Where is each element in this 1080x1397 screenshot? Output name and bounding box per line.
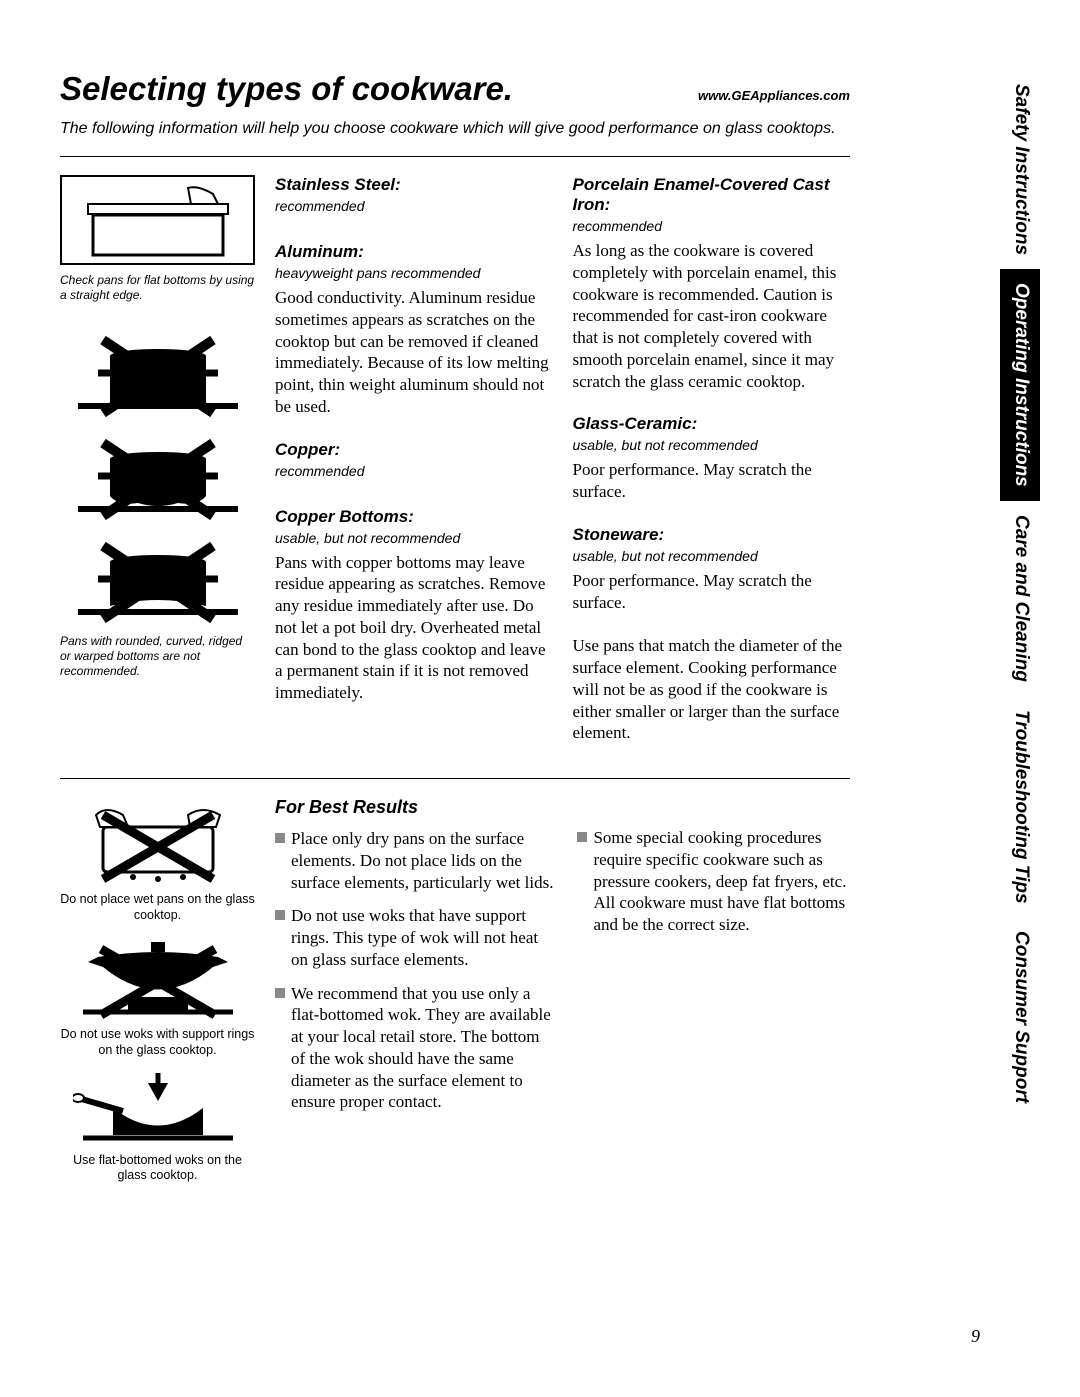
note-copper-bottoms: usable, but not recommended (275, 530, 553, 546)
body-porcelain: As long as the cookware is covered compl… (573, 240, 851, 392)
heading-copper-bottoms: Copper Bottoms: (275, 507, 553, 527)
divider (60, 156, 850, 157)
figure-caption-2: Pans with rounded, curved, ridged or war… (60, 634, 255, 679)
bullet-icon (275, 910, 285, 920)
figure-bad-pan-2 (60, 428, 255, 523)
wok-ring-icon (73, 937, 243, 1022)
tab-operating[interactable]: Operating Instructions (1000, 269, 1040, 501)
caption-flat-wok: Use flat-bottomed woks on the glass cook… (60, 1153, 255, 1184)
note-aluminum: heavyweight pans recommended (275, 265, 553, 281)
note-stoneware: usable, but not recommended (573, 548, 851, 564)
body-glass-ceramic: Poor performance. May scratch the surfac… (573, 459, 851, 503)
heading-porcelain: Porcelain Enamel-Covered Cast Iron: (573, 175, 851, 215)
pot-x-icon (68, 431, 248, 521)
pot-x-icon (68, 534, 248, 624)
figure-flat-bottom-check (60, 175, 255, 265)
figure-wet-pan (78, 797, 238, 892)
figure-caption-1: Check pans for flat bottoms by using a s… (60, 273, 255, 303)
note-stainless: recommended (275, 198, 553, 214)
bullet-text: Place only dry pans on the surface eleme… (291, 828, 557, 893)
header-url: www.GEAppliances.com (698, 88, 850, 103)
side-tab-strip: Safety Instructions Operating Instructio… (1000, 70, 1040, 1320)
figure-bad-pan-1 (60, 325, 255, 420)
pan-ruler-icon (73, 180, 243, 260)
note-copper: recommended (275, 463, 553, 479)
bullet-text: Some special cooking procedures require … (593, 827, 850, 936)
figure-flat-wok (73, 1073, 243, 1153)
bullet-icon (275, 833, 285, 843)
tab-troubleshooting[interactable]: Troubleshooting Tips (1000, 696, 1040, 918)
bullet-item: Do not use woks that have support rings.… (275, 905, 557, 970)
flat-wok-icon (73, 1073, 243, 1148)
bullet-item: Some special cooking procedures require … (577, 827, 850, 936)
bullet-text: Do not use woks that have support rings.… (291, 905, 557, 970)
heading-stainless: Stainless Steel: (275, 175, 553, 195)
wet-pan-icon (78, 797, 238, 887)
body-sizing: Use pans that match the diameter of the … (573, 635, 851, 744)
heading-stoneware: Stoneware: (573, 525, 851, 545)
body-copper-bottoms: Pans with copper bottoms may leave resid… (275, 552, 553, 704)
heading-aluminum: Aluminum: (275, 242, 553, 262)
intro-text: The following information will help you … (60, 120, 850, 138)
tab-safety[interactable]: Safety Instructions (1000, 70, 1040, 269)
divider (60, 778, 850, 779)
heading-copper: Copper: (275, 440, 553, 460)
caption-wet-pan: Do not place wet pans on the glass cookt… (60, 892, 255, 923)
tab-support[interactable]: Consumer Support (1000, 917, 1040, 1117)
heading-glass-ceramic: Glass-Ceramic: (573, 414, 851, 434)
bullet-item: We recommend that you use only a flat-bo… (275, 983, 557, 1114)
tab-care[interactable]: Care and Cleaning (1000, 501, 1040, 696)
bullet-item: Place only dry pans on the surface eleme… (275, 828, 557, 893)
note-porcelain: recommended (573, 218, 851, 234)
bullet-icon (577, 832, 587, 842)
page-title: Selecting types of cookware. (60, 70, 513, 108)
note-glass-ceramic: usable, but not recommended (573, 437, 851, 453)
heading-best-results: For Best Results (275, 797, 557, 818)
pot-x-icon (68, 328, 248, 418)
body-stoneware: Poor performance. May scratch the surfac… (573, 570, 851, 614)
body-aluminum: Good conductivity. Aluminum residue some… (275, 287, 553, 418)
bullet-text: We recommend that you use only a flat-bo… (291, 983, 557, 1114)
bullet-icon (275, 988, 285, 998)
figure-bad-pan-3 (60, 531, 255, 626)
page-number: 9 (971, 1326, 980, 1347)
caption-wok-ring: Do not use woks with support rings on th… (60, 1027, 255, 1058)
figure-wok-ring (73, 937, 243, 1027)
